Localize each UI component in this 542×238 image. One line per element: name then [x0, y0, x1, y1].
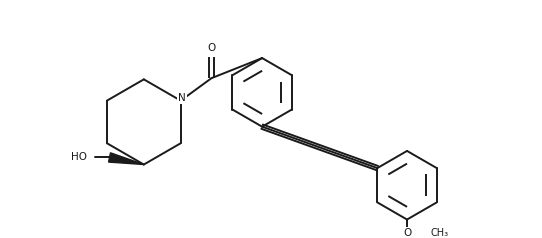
- Text: O: O: [403, 228, 411, 238]
- Text: HO: HO: [71, 152, 87, 162]
- Text: CH₃: CH₃: [431, 228, 449, 238]
- Polygon shape: [108, 153, 144, 164]
- Text: O: O: [208, 43, 216, 53]
- Text: N: N: [178, 93, 186, 103]
